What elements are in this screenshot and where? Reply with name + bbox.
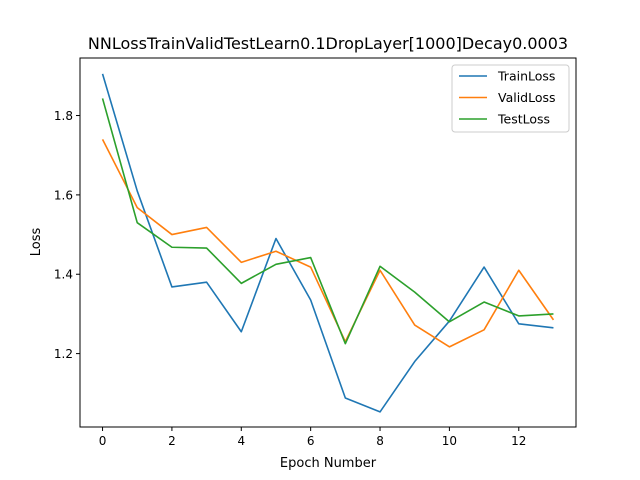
legend-box <box>451 64 570 133</box>
x-tick-label: 6 <box>307 434 315 448</box>
chart-title: NNLossTrainValidTestLearn0.1DropLayer[10… <box>88 34 568 53</box>
series-line-testloss <box>101 98 554 345</box>
y-tick-label: 1.4 <box>54 268 73 282</box>
x-axis-ticks: 0 2 4 6 8 10 12 <box>99 427 526 448</box>
y-tick-label: 1.8 <box>54 109 73 123</box>
y-tick-label: 1.6 <box>54 188 73 202</box>
series-line-validloss <box>101 138 555 348</box>
legend: TrainLoss ValidLoss TestLoss <box>451 64 570 133</box>
legend-label-validloss: ValidLoss <box>498 90 556 105</box>
x-tick-label: 2 <box>168 434 176 448</box>
y-tick-label: 1.2 <box>54 347 73 361</box>
legend-label-testloss: TestLoss <box>497 112 550 127</box>
x-axis-label: Epoch Number <box>280 456 377 471</box>
plot-series-group <box>101 73 555 413</box>
plot-frame <box>79 57 577 428</box>
legend-label-trainloss: TrainLoss <box>497 69 555 84</box>
series-line-trainloss <box>101 73 554 413</box>
y-axis-label: Loss <box>29 228 44 257</box>
x-tick-label: 12 <box>511 434 526 448</box>
x-tick-label: 8 <box>376 434 384 448</box>
x-tick-label: 4 <box>237 434 245 448</box>
y-axis-ticks: 1.2 1.4 1.6 1.8 <box>54 109 80 361</box>
x-tick-label: 0 <box>99 434 107 448</box>
x-tick-label: 10 <box>442 434 457 448</box>
